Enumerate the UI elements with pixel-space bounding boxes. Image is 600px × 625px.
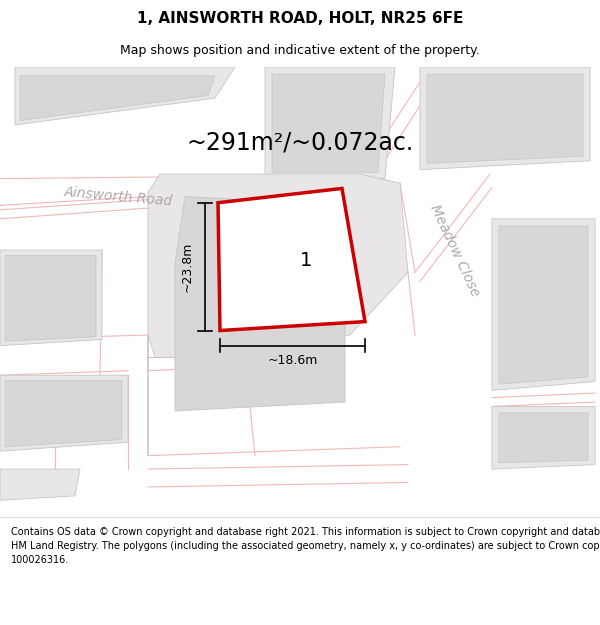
Polygon shape bbox=[0, 250, 102, 346]
Polygon shape bbox=[15, 67, 235, 125]
Polygon shape bbox=[0, 375, 128, 451]
Polygon shape bbox=[5, 381, 122, 447]
Polygon shape bbox=[420, 67, 590, 169]
Text: Map shows position and indicative extent of the property.: Map shows position and indicative extent… bbox=[120, 44, 480, 57]
Text: 1: 1 bbox=[300, 251, 313, 271]
Text: 1, AINSWORTH ROAD, HOLT, NR25 6FE: 1, AINSWORTH ROAD, HOLT, NR25 6FE bbox=[137, 11, 463, 26]
Text: ~291m²/~0.072ac.: ~291m²/~0.072ac. bbox=[187, 131, 413, 155]
Text: Meadow Close: Meadow Close bbox=[428, 202, 482, 298]
Polygon shape bbox=[218, 188, 365, 331]
Polygon shape bbox=[272, 74, 385, 172]
Polygon shape bbox=[0, 469, 80, 501]
Polygon shape bbox=[492, 406, 595, 469]
Polygon shape bbox=[499, 226, 588, 384]
Text: Ainsworth Road: Ainsworth Road bbox=[63, 185, 173, 208]
Text: Contains OS data © Crown copyright and database right 2021. This information is : Contains OS data © Crown copyright and d… bbox=[11, 527, 600, 565]
Polygon shape bbox=[148, 174, 408, 456]
Polygon shape bbox=[175, 196, 345, 411]
Polygon shape bbox=[5, 256, 96, 341]
Polygon shape bbox=[265, 67, 395, 179]
Polygon shape bbox=[499, 412, 588, 462]
Text: ~23.8m: ~23.8m bbox=[181, 241, 193, 292]
Text: ~18.6m: ~18.6m bbox=[268, 354, 317, 367]
Polygon shape bbox=[427, 74, 583, 163]
Polygon shape bbox=[492, 219, 595, 391]
Polygon shape bbox=[20, 76, 215, 121]
